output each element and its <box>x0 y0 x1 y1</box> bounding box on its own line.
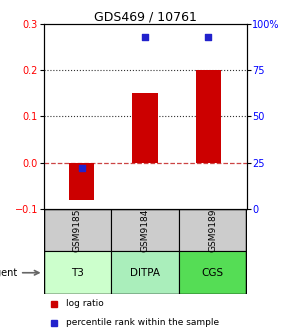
Bar <box>179 209 246 251</box>
Bar <box>69 163 94 200</box>
Text: CGS: CGS <box>202 268 224 278</box>
Bar <box>111 209 179 251</box>
Text: DITPA: DITPA <box>130 268 160 278</box>
Bar <box>196 70 221 163</box>
Title: GDS469 / 10761: GDS469 / 10761 <box>94 10 196 24</box>
Point <box>206 34 211 39</box>
Bar <box>111 251 179 294</box>
Bar <box>132 93 158 163</box>
Text: log ratio: log ratio <box>66 299 104 308</box>
Bar <box>44 209 111 251</box>
Text: GSM9189: GSM9189 <box>208 209 217 252</box>
Point <box>79 166 84 171</box>
Text: agent: agent <box>0 268 18 278</box>
Text: GSM9185: GSM9185 <box>73 209 82 252</box>
Point <box>143 34 147 39</box>
Text: GSM9184: GSM9184 <box>140 209 150 252</box>
Bar <box>44 251 111 294</box>
Text: T3: T3 <box>71 268 84 278</box>
Bar <box>179 251 246 294</box>
Text: percentile rank within the sample: percentile rank within the sample <box>66 319 219 328</box>
